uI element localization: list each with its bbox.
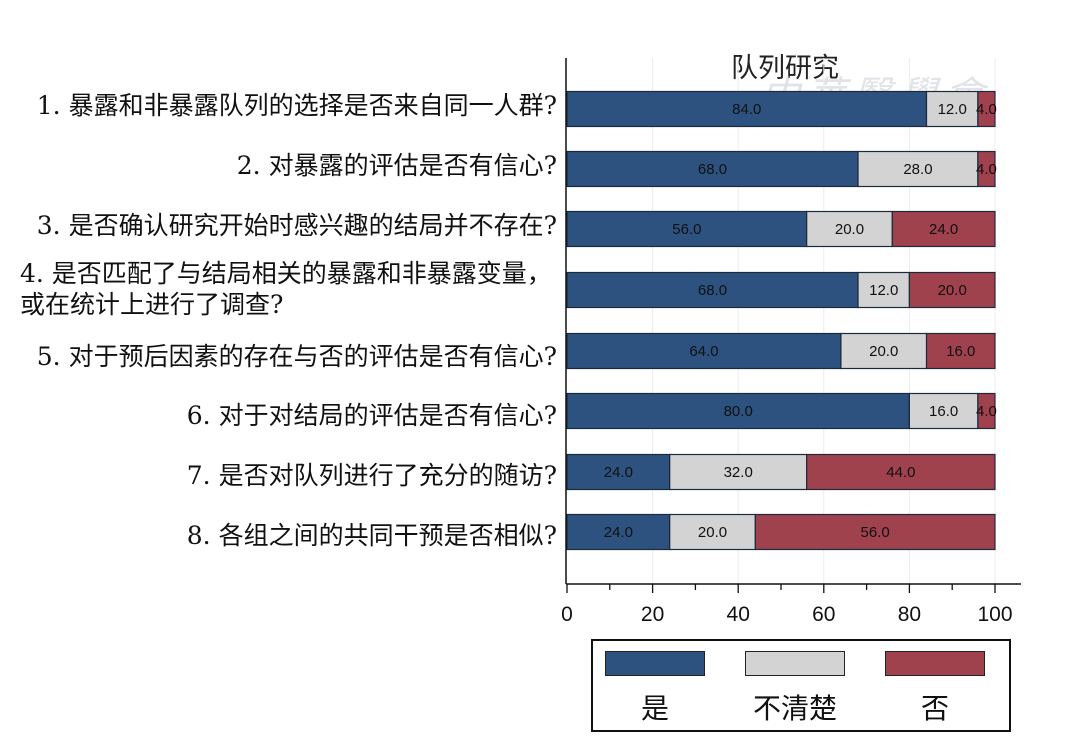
- data-label-q6-unclear: 16.0: [929, 403, 958, 420]
- bar-q5-unclear: [840, 332, 928, 370]
- category-label-3: 3. 是否确认研究开始时感兴趣的结局并不存在?: [36, 211, 557, 240]
- data-label-q8-yes: 24.0: [604, 524, 633, 541]
- category-label-2: 2. 对暴露的评估是否有信心?: [236, 151, 557, 180]
- bars: 84.0 12.0 4.0 68.0 28.0 4.0 56.0 20.0 24.0 68.0 12…: [566, 90, 997, 551]
- bar-q1-no: [977, 90, 996, 128]
- data-label-q7-no: 44.0: [886, 464, 915, 481]
- chart-title: 队列研究: [731, 53, 839, 84]
- bar-q3-yes: [566, 210, 808, 248]
- x-tick-label-60: 60: [812, 603, 835, 626]
- bar-q8-no: [754, 513, 996, 551]
- legend: 是 不清楚 否: [591, 639, 1011, 732]
- category-label-8: 8. 各组之间的共同干预是否相似?: [186, 521, 557, 550]
- data-label-q4-no: 20.0: [938, 282, 967, 299]
- category-label-7: 7. 是否对队列进行了充分的随访?: [186, 461, 557, 490]
- data-label-q7-yes: 24.0: [604, 464, 633, 481]
- legend-swatch-no: [885, 651, 985, 676]
- data-label-q2-yes: 68.0: [698, 161, 727, 178]
- x-tick-label-100: 100: [977, 603, 1012, 626]
- x-axis: 0 20 40 60 80 100: [561, 58, 1021, 626]
- data-label-q6-yes: 80.0: [724, 403, 753, 420]
- bar-q6-yes: [566, 392, 910, 430]
- data-label-q5-unclear: 20.0: [869, 343, 898, 360]
- data-label-q3-no: 24.0: [929, 221, 958, 238]
- bar-q4-yes: [566, 271, 859, 309]
- bar-q7-no: [806, 453, 996, 491]
- bar-q8-yes: [566, 513, 671, 551]
- category-label-5: 5. 对于预后因素的存在与否的评估是否有信心?: [36, 342, 557, 371]
- legend-swatch-yes: [605, 651, 705, 676]
- bar-q3-unclear: [806, 210, 893, 248]
- legend-item-yes: 是: [603, 641, 743, 731]
- grid-lines: [652, 58, 996, 584]
- x-tick-label-0: 0: [561, 603, 573, 626]
- legend-swatch-unclear: [745, 651, 845, 676]
- x-tick-label-80: 80: [898, 603, 921, 626]
- legend-label-yes: 是: [640, 692, 669, 725]
- data-label-q3-unclear: 20.0: [835, 221, 864, 238]
- data-label-q2-no: 4.0: [976, 161, 997, 178]
- legend-item-unclear: 不清楚: [743, 641, 883, 731]
- bar-q6-no: [977, 392, 996, 430]
- bar-q3-no: [891, 210, 996, 248]
- data-label-q5-yes: 64.0: [689, 343, 718, 360]
- bar-q2-yes: [566, 150, 859, 188]
- data-label-q8-unclear: 20.0: [698, 524, 727, 541]
- data-label-q4-unclear: 12.0: [869, 282, 898, 299]
- legend-item-no: 否: [883, 641, 1023, 731]
- legend-label-unclear: 不清楚: [752, 692, 837, 725]
- bar-q8-unclear: [669, 513, 756, 551]
- bar-q6-unclear: [908, 392, 979, 430]
- data-label-q1-unclear: 12.0: [938, 101, 967, 118]
- category-label-1: 1. 暴露和非暴露队列的选择是否来自同一人群?: [36, 91, 557, 120]
- data-label-q5-no: 16.0: [946, 343, 975, 360]
- x-tick-label-40: 40: [727, 603, 750, 626]
- bar-q4-no: [908, 271, 996, 309]
- data-label-q1-yes: 84.0: [732, 101, 761, 118]
- data-label-q7-unclear: 32.0: [724, 464, 753, 481]
- bar-q7-yes: [566, 453, 671, 491]
- category-label-4: 4. 是否匹配了与结局相关的暴露和非暴露变量，或在统计上进行了调查?: [20, 259, 552, 320]
- legend-label-no: 否: [920, 692, 949, 725]
- bar-q4-unclear: [857, 271, 910, 309]
- data-label-q2-unclear: 28.0: [903, 161, 932, 178]
- bar-q5-no: [925, 332, 996, 370]
- bar-q2-no: [977, 150, 996, 188]
- bar-q1-yes: [566, 90, 928, 128]
- category-label-6: 6. 对于对结局的评估是否有信心?: [186, 401, 557, 430]
- data-label-q4-yes: 68.0: [698, 282, 727, 299]
- bar-q7-unclear: [669, 453, 808, 491]
- data-label-q8-no: 56.0: [861, 524, 890, 541]
- data-label-q6-no: 4.0: [976, 403, 997, 420]
- data-label-q1-no: 4.0: [976, 101, 997, 118]
- x-tick-label-20: 20: [641, 603, 664, 626]
- data-label-q3-yes: 56.0: [672, 221, 701, 238]
